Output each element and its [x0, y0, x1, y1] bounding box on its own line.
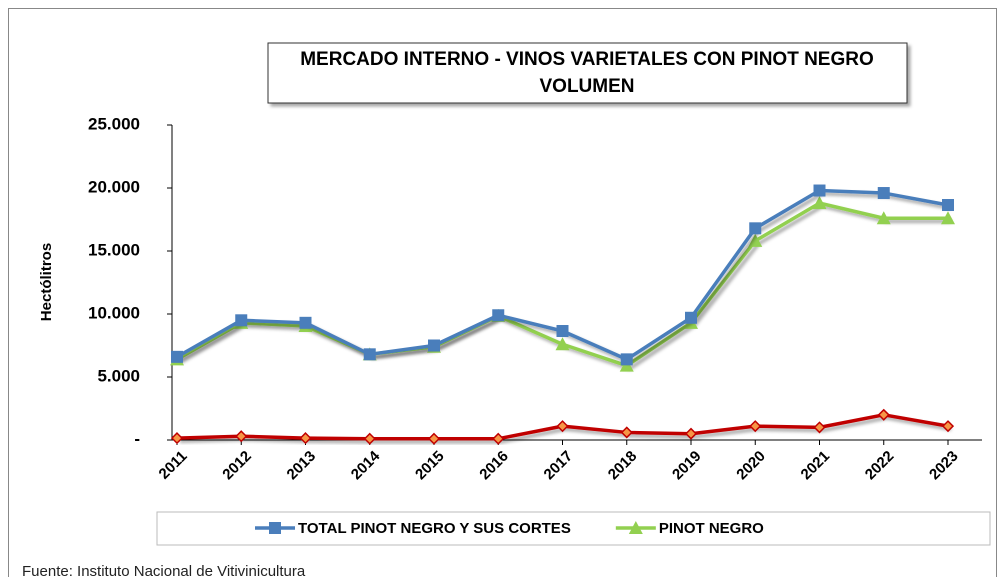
marker: [171, 350, 183, 363]
marker: [620, 426, 633, 439]
marker: [812, 196, 827, 210]
marker: [941, 420, 955, 433]
marker: [685, 311, 697, 324]
marker: [269, 522, 281, 534]
legend-label: PINOT NEGRO: [659, 520, 764, 537]
y-axis-title: Hectólitros: [38, 243, 55, 321]
marker: [941, 211, 955, 225]
marker: [942, 199, 954, 212]
marker: [556, 420, 569, 433]
marker: [428, 339, 440, 352]
marker: [555, 337, 570, 351]
y-tick-label: -: [134, 429, 140, 448]
marker: [492, 432, 505, 445]
y-tick-label: 15.000: [88, 240, 140, 259]
marker: [363, 432, 376, 445]
marker: [235, 430, 248, 443]
y-tick-label: 25.000: [88, 114, 140, 133]
marker: [235, 314, 248, 327]
marker: [620, 353, 633, 366]
marker: [813, 421, 826, 434]
marker: [363, 348, 376, 361]
marker: [628, 521, 643, 534]
marker: [427, 432, 441, 445]
chart-title: MERCADO INTERNO - VINOS VARIETALES CON P…: [300, 49, 874, 70]
marker: [748, 233, 763, 247]
y-tick-label: 10.000: [88, 303, 140, 322]
marker: [299, 432, 312, 445]
marker: [876, 211, 891, 225]
title-box: [267, 42, 908, 104]
marker: [749, 222, 762, 235]
source: Fuente: Instituto Nacional de Vitivinicu…: [22, 563, 306, 577]
legend: [156, 511, 991, 546]
y-tick-label: 20.000: [88, 177, 140, 196]
marker: [813, 184, 826, 197]
marker: [556, 325, 569, 338]
marker: [492, 309, 505, 322]
legend-label: TOTAL PINOT NEGRO Y SUS CORTES: [298, 520, 571, 537]
marker: [684, 427, 698, 440]
marker: [299, 316, 312, 329]
chart-title: VOLUMEN: [540, 76, 635, 97]
marker: [877, 187, 890, 200]
marker: [170, 432, 184, 445]
y-tick-label: 5.000: [97, 366, 140, 385]
marker: [749, 420, 762, 433]
marker: [877, 408, 890, 421]
